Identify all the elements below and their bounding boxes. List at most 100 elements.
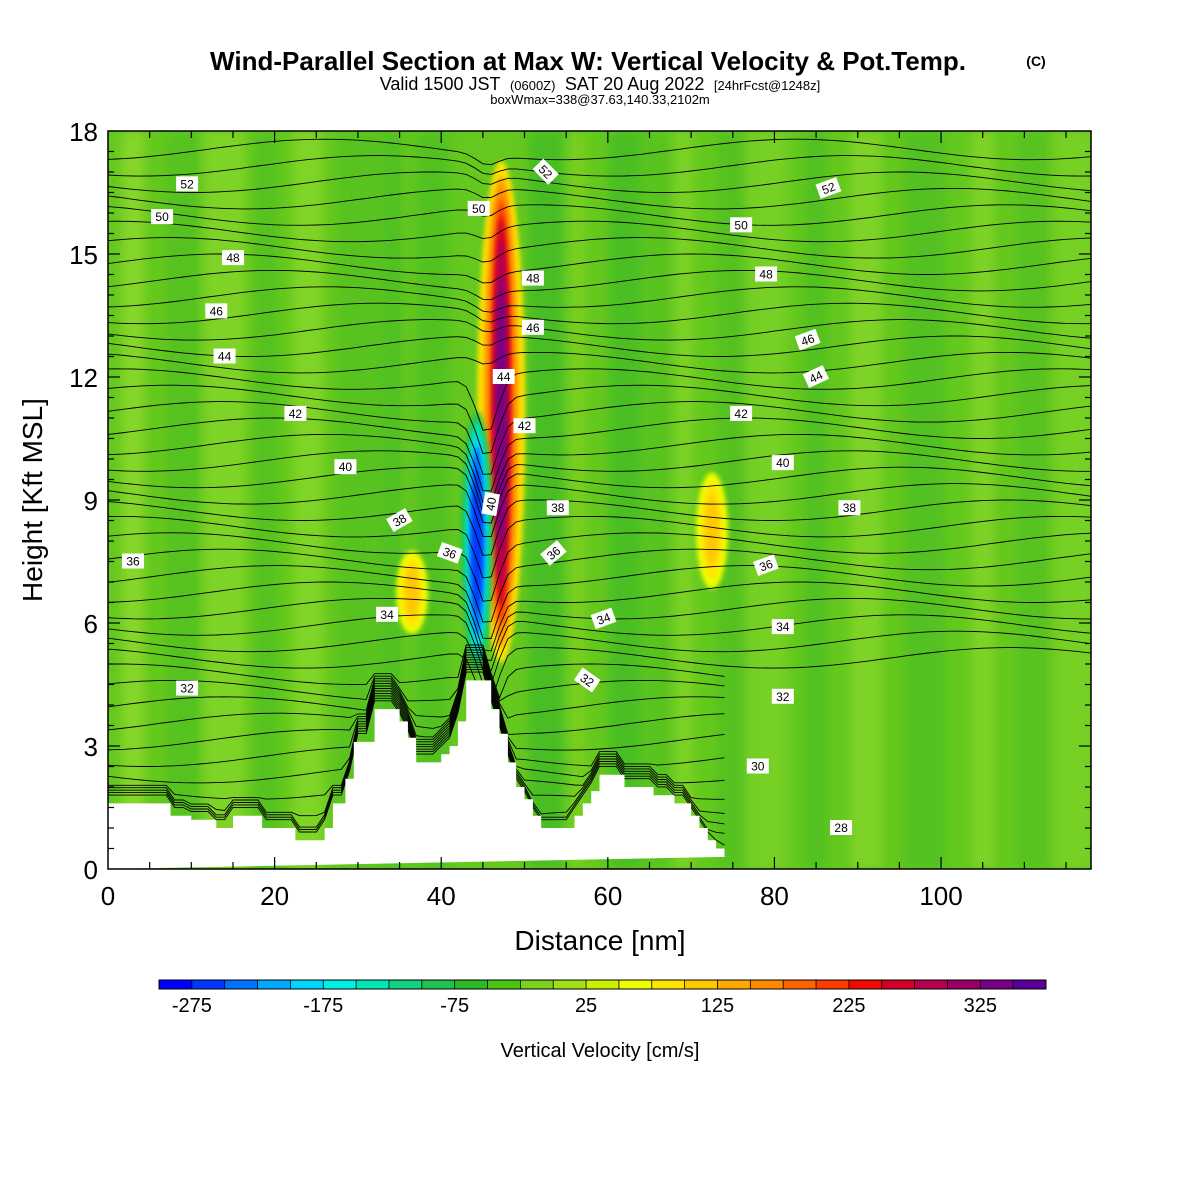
x-axis-label: Distance [nm] — [514, 925, 685, 956]
theta-contour-line — [108, 433, 1091, 504]
colorbar-tick-label: 125 — [701, 995, 734, 1017]
svg-text:32: 32 — [180, 682, 194, 696]
velocity-band — [608, 131, 641, 869]
theta-contour-line — [108, 351, 1091, 374]
theta-contour-line — [108, 384, 1091, 454]
velocity-band — [805, 131, 828, 869]
theta-contour-line — [108, 204, 1091, 226]
colorbar-swatch — [750, 980, 784, 989]
svg-text:34: 34 — [595, 610, 613, 628]
theta-contour-line — [108, 614, 1091, 671]
theta-contour-label: 46 — [521, 319, 544, 335]
colorbar-swatch — [159, 980, 193, 989]
theta-contour-line — [108, 417, 1091, 492]
copyright-mark: (C) — [1026, 53, 1045, 69]
forecast-info: [24hrFcst@1248z] — [714, 78, 820, 93]
valid-time-line: Valid 1500 JST (0600Z) SAT 20 Aug 2022 [… — [380, 74, 821, 94]
theta-contour-label: 36 — [436, 542, 463, 564]
velocity-band — [671, 131, 694, 869]
colorbar-swatch — [323, 980, 357, 989]
theta-contour-label: 46 — [794, 328, 821, 351]
velocity-band — [416, 131, 449, 869]
theta-contour-line — [108, 548, 1091, 623]
colorbar-swatch — [618, 980, 653, 989]
theta-contour-line — [108, 269, 1091, 301]
svg-text:38: 38 — [843, 501, 857, 515]
theta-contour-line — [108, 220, 1091, 243]
colorbar-swatch — [520, 980, 554, 989]
colorbar-swatch — [487, 980, 521, 989]
colorbar-swatch — [914, 980, 948, 989]
velocity-cores — [396, 160, 728, 671]
svg-text:42: 42 — [518, 419, 532, 433]
theta-contour-line — [108, 401, 1091, 475]
theta-contour-line — [108, 630, 1091, 685]
updraft-core — [405, 566, 420, 618]
svg-text:52: 52 — [180, 177, 194, 191]
y-tick-label: 0 — [84, 855, 98, 885]
svg-text:40: 40 — [483, 496, 499, 512]
svg-text:50: 50 — [472, 202, 486, 216]
colorbar-swatch — [717, 980, 751, 989]
theta-contour-label: 28 — [830, 820, 853, 835]
theta-contour-line — [108, 286, 1091, 313]
colorbar-swatch — [388, 980, 423, 989]
svg-text:44: 44 — [497, 370, 511, 384]
y-tick-label: 12 — [69, 363, 98, 393]
theta-contour-label: 32 — [771, 688, 794, 704]
svg-text:46: 46 — [210, 304, 224, 318]
svg-text:48: 48 — [759, 268, 773, 282]
svg-text:50: 50 — [155, 210, 169, 224]
theta-contour-line — [108, 581, 1091, 652]
theta-contour-label: 44 — [213, 348, 236, 364]
theta-contour-label: 50 — [730, 217, 753, 233]
svg-text:36: 36 — [757, 557, 775, 575]
theta-contour-line — [108, 237, 1091, 263]
velocity-band — [850, 131, 883, 869]
theta-contour-line — [108, 319, 1091, 341]
svg-text:42: 42 — [734, 407, 748, 421]
x-tick-label: 80 — [760, 881, 789, 911]
x-tick-label: 40 — [427, 881, 456, 911]
plot-area: 52 50 48 46 44 42 40 38 36 34 32 50 52 48 46 44 42 40 38 36… — [108, 131, 1091, 869]
chart-title: Wind-Parallel Section at Max W: Vertical… — [210, 46, 966, 76]
theta-contour-label: 42 — [513, 418, 536, 434]
theta-contour-label: 44 — [492, 369, 515, 384]
colorbar-swatch — [224, 980, 259, 989]
y-tick-label: 18 — [69, 117, 98, 147]
theta-contour-line — [108, 302, 1091, 325]
valid-date: SAT 20 Aug 2022 — [565, 74, 704, 94]
colorbar-label: Vertical Velocity [cm/s] — [501, 1040, 700, 1062]
colorbar-swatch — [684, 980, 718, 989]
theta-contour-label: 42 — [284, 405, 307, 421]
theta-contour-line — [108, 483, 1091, 537]
theta-contour-label: 38 — [386, 508, 413, 533]
theta-contour-label: 40 — [771, 455, 794, 471]
svg-text:46: 46 — [799, 331, 817, 349]
theta-contour-label: 48 — [521, 270, 544, 286]
x-axis: 0 20 40 60 80 100 — [101, 131, 1067, 911]
colorbar-tick-label: -175 — [303, 995, 343, 1017]
colorbar-swatch — [783, 980, 817, 989]
colorbar-swatch — [1013, 980, 1047, 989]
velocity-band — [121, 131, 144, 869]
theta-contour-label: 34 — [376, 606, 399, 622]
theta-contour-line — [108, 187, 1091, 210]
svg-text:44: 44 — [218, 350, 232, 364]
colorbar-swatch — [454, 980, 489, 989]
svg-text:34: 34 — [380, 608, 394, 622]
colorbar: -275 -175 -75 25 125 225 325 — [158, 979, 1047, 1017]
theta-contour-label: 32 — [176, 680, 199, 696]
theta-contour-line — [108, 647, 1091, 704]
svg-text:42: 42 — [289, 407, 303, 421]
theta-contour-label: 50 — [151, 209, 174, 225]
colorbar-tick-label: 25 — [575, 995, 597, 1017]
theta-contour-line — [108, 171, 1091, 193]
theta-contour-line — [108, 654, 725, 751]
theta-contour-label: 42 — [730, 405, 753, 421]
theta-contour-label: 34 — [590, 607, 617, 630]
y-tick-label: 9 — [84, 486, 98, 516]
y-axis-label: Height [Kft MSL] — [17, 398, 48, 602]
y-tick-label: 3 — [84, 732, 98, 762]
